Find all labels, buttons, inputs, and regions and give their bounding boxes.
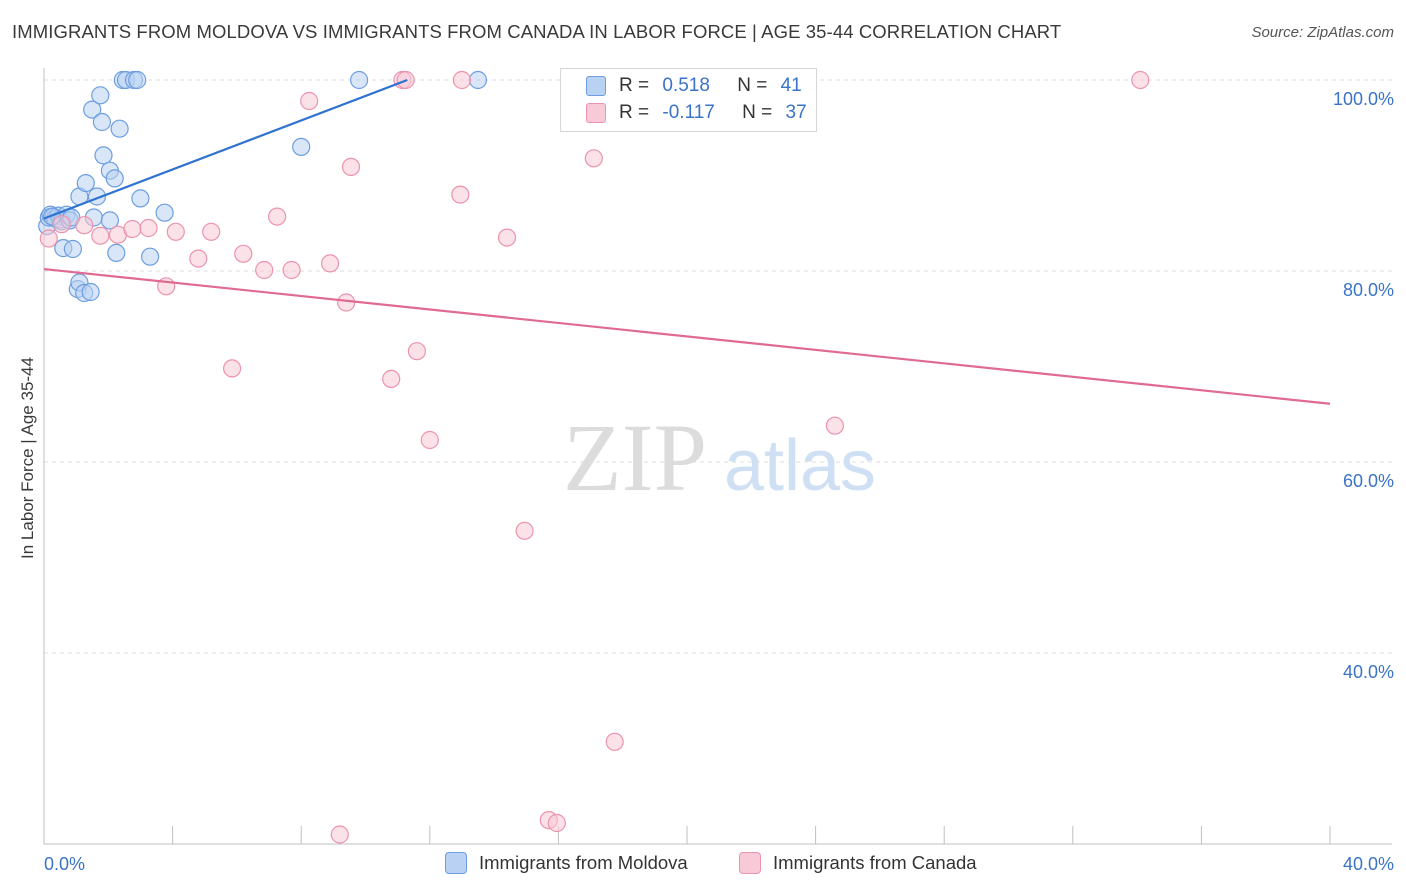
point-canada [255,260,274,280]
point-canada [123,219,142,239]
source-label: Source: ZipAtlas.com [1251,24,1394,41]
trend-lines [43,78,1331,405]
point-canada [268,207,287,226]
point-canada [300,91,319,111]
point-canada [515,521,534,540]
gridlines [44,79,1392,654]
y-tick-label: 80.0% [1343,280,1394,300]
point-moldova [91,86,110,105]
trend-line-moldova [43,78,408,220]
stats-row-canada: R = -0.117 N = 37 [586,100,807,126]
canada-swatch [586,103,606,123]
point-moldova [128,70,147,90]
point-moldova [105,169,124,188]
point-moldova [81,282,100,302]
point-canada [452,70,471,90]
point-canada [202,222,221,241]
legend-item-moldova[interactable]: Immigrants from Moldova [445,852,688,874]
point-canada [382,369,401,388]
r-label: R = [619,102,650,123]
legend-label-moldova: Immigrants from Moldova [479,852,688,873]
y-tick-label: 60.0% [1343,471,1394,491]
point-moldova [292,137,311,156]
watermark-atlas: atlas [724,426,876,506]
point-moldova [141,247,160,266]
point-canada [1131,70,1150,90]
point-canada [139,218,158,238]
point-canada [547,813,566,833]
point-moldova [110,119,129,138]
point-moldova [76,174,95,193]
tick-labels: 40.0% 60.0% 80.0% 100.0% 0.0% 40.0% [44,89,1394,874]
point-moldova [92,112,112,132]
point-canada [52,215,71,234]
point-moldova [131,189,150,208]
r-value-moldova: 0.518 [662,75,710,96]
watermark-zip: ZIP [563,404,707,511]
trend-line-canada [43,267,1331,405]
x-tick-label: 40.0% [1343,854,1394,874]
legend-swatch-moldova [445,852,467,874]
point-canada [605,732,624,751]
point-canada [407,342,426,361]
moldova-swatch [586,76,606,96]
legend-swatch-canada [739,852,761,874]
point-canada [451,185,470,204]
point-canada [91,226,110,245]
point-moldova [83,100,102,119]
point-moldova [350,70,369,90]
axes [43,68,1392,845]
point-canada [584,149,603,168]
y-tick-label: 40.0% [1343,662,1394,682]
legend-label-canada: Immigrants from Canada [773,852,977,873]
point-canada [234,244,253,263]
legend-item-canada[interactable]: Immigrants from Canada [739,852,977,874]
point-canada [39,229,58,248]
point-canada [75,216,94,235]
n-value-moldova: 41 [780,75,802,96]
n-value-canada: 37 [785,102,807,123]
point-moldova [63,239,83,259]
r-label: R = [619,75,650,96]
point-canada [420,430,439,450]
point-canada [337,293,356,312]
point-canada [497,228,517,247]
point-canada [330,825,349,844]
point-moldova [155,203,174,222]
point-canada [223,359,242,378]
point-canada [282,260,301,280]
point-canada [166,222,185,241]
y-tick-label: 100.0% [1333,89,1394,109]
point-moldova [107,243,126,262]
point-moldova [468,70,488,90]
point-moldova [100,211,120,230]
n-label: N = [742,102,773,123]
series-legend: Immigrants from Moldova Immigrants from … [0,852,1406,878]
point-canada [189,249,208,268]
point-canada [341,157,361,176]
stats-row-moldova: R = 0.518 N = 41 [586,73,802,99]
n-label: N = [737,75,768,96]
x-tick-label: 0.0% [44,854,85,874]
data-points [38,70,1150,844]
chart-title: IMMIGRANTS FROM MOLDOVA VS IMMIGRANTS FR… [12,21,1062,42]
point-moldova [94,146,113,165]
point-canada [321,254,340,273]
point-canada [825,416,845,435]
r-value-canada: -0.117 [662,102,715,123]
stats-legend: R = 0.518 N = 41 R = -0.117 N = 37 [560,68,817,132]
